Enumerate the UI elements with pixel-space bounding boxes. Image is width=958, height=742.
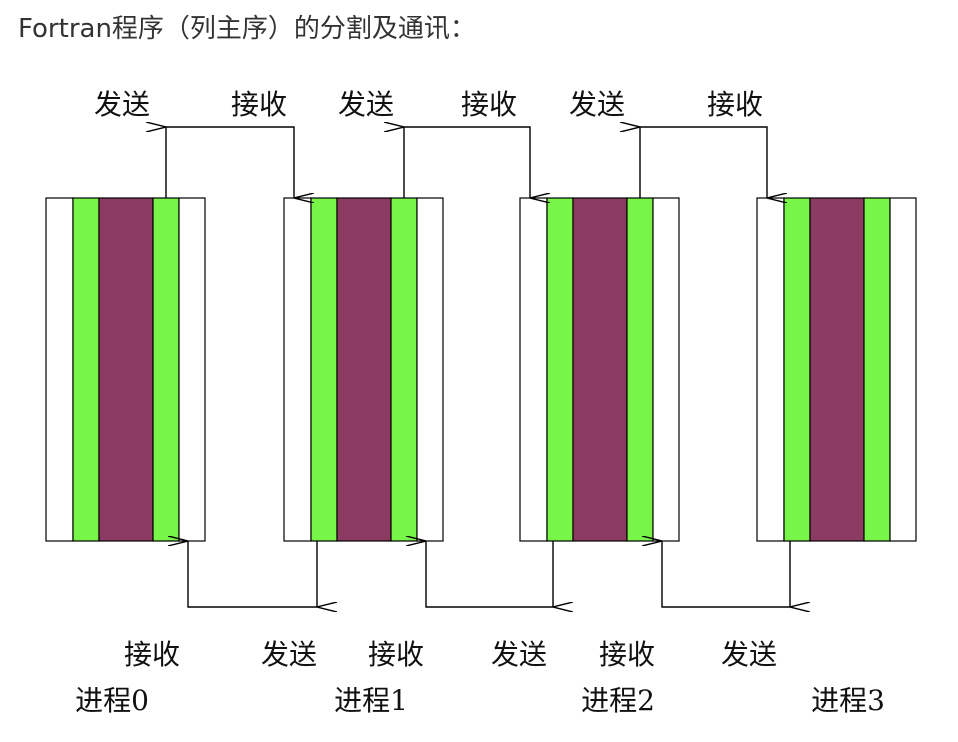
block-3-right-edge — [889, 197, 917, 542]
block-3-left-halo — [783, 197, 811, 542]
block-2-right-edge — [652, 197, 680, 542]
process-label-2: 进程2 — [581, 684, 655, 717]
bottom-recv-arrow-0 — [188, 541, 317, 608]
block-0-left-edge — [45, 197, 74, 542]
bottom-recv-label-2: 接收 — [599, 638, 655, 671]
process-block-3 — [756, 197, 917, 542]
block-3-interior — [809, 197, 865, 542]
block-2-left-halo — [546, 197, 574, 542]
block-1-left-edge — [283, 197, 312, 542]
block-2-left-edge — [519, 197, 548, 542]
block-1-right-edge — [416, 197, 444, 542]
process-block-2 — [519, 197, 680, 542]
block-2-right-halo — [626, 197, 654, 542]
top-recv-arrow-0 — [166, 126, 294, 198]
block-0-left-halo — [72, 197, 100, 542]
top-recv-label-0: 接收 — [231, 88, 287, 121]
block-1-left-halo — [310, 197, 338, 542]
top-recv-arrow-1 — [404, 126, 530, 198]
top-send-label-1: 发送 — [338, 88, 394, 121]
bottom-recv-arrow-1 — [426, 541, 553, 608]
process-label-1: 进程1 — [334, 684, 408, 717]
top-send-label-2: 发送 — [569, 88, 625, 121]
block-0-right-edge — [178, 197, 206, 542]
bottom-send-label-1: 发送 — [261, 638, 317, 671]
bottom-send-label-2: 发送 — [491, 638, 547, 671]
block-2-interior — [572, 197, 628, 542]
top-recv-arrow-2 — [640, 126, 767, 198]
bottom-recv-label-0: 接收 — [124, 638, 180, 671]
process-label-3: 进程3 — [811, 684, 885, 717]
process-block-1 — [283, 197, 444, 542]
block-3-left-edge — [756, 197, 785, 542]
top-recv-label-1: 接收 — [461, 88, 517, 121]
top-send-label-0: 发送 — [94, 88, 150, 121]
block-1-interior — [336, 197, 392, 542]
bottom-send-label-3: 发送 — [721, 638, 777, 671]
bottom-recv-arrow-2 — [662, 541, 790, 608]
top-recv-label-2: 接收 — [707, 88, 763, 121]
block-0-right-halo — [152, 197, 180, 542]
block-1-right-halo — [390, 197, 418, 542]
process-block-0 — [45, 197, 206, 542]
block-0-interior — [98, 197, 154, 542]
process-label-0: 进程0 — [75, 684, 149, 717]
page-title: Fortran程序（列主序）的分割及通讯： — [18, 14, 476, 44]
bottom-recv-label-1: 接收 — [368, 638, 424, 671]
block-3-right-halo — [863, 197, 891, 542]
